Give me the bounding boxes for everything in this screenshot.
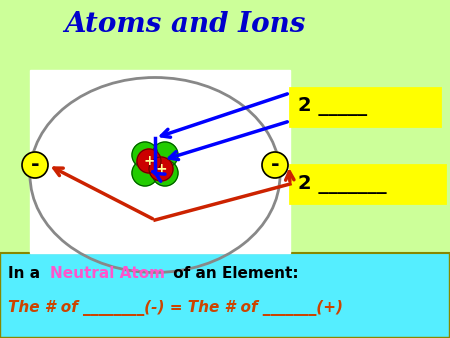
Circle shape — [137, 149, 161, 173]
Text: -: - — [271, 155, 279, 175]
Circle shape — [132, 160, 158, 186]
Text: Neutral Atom: Neutral Atom — [50, 266, 165, 281]
Circle shape — [262, 152, 288, 178]
Text: 2 _____: 2 _____ — [298, 97, 367, 117]
Bar — [290, 88, 440, 126]
Circle shape — [152, 160, 178, 186]
Text: of an Element:: of an Element: — [168, 266, 299, 281]
Bar — [0, 253, 450, 338]
Text: 2 _______: 2 _______ — [298, 174, 387, 193]
Circle shape — [149, 157, 173, 181]
Text: +: + — [155, 162, 167, 176]
Circle shape — [22, 152, 48, 178]
Text: In a: In a — [8, 266, 45, 281]
Text: Atoms and Ions: Atoms and Ions — [64, 11, 306, 39]
Text: +: + — [143, 154, 155, 168]
Circle shape — [132, 142, 158, 168]
Text: -: - — [31, 155, 39, 175]
Text: The # of ________(-) = The # of _______(+): The # of ________(-) = The # of _______(… — [8, 300, 343, 316]
Bar — [30, 70, 290, 253]
Circle shape — [152, 142, 178, 168]
Bar — [290, 165, 445, 203]
